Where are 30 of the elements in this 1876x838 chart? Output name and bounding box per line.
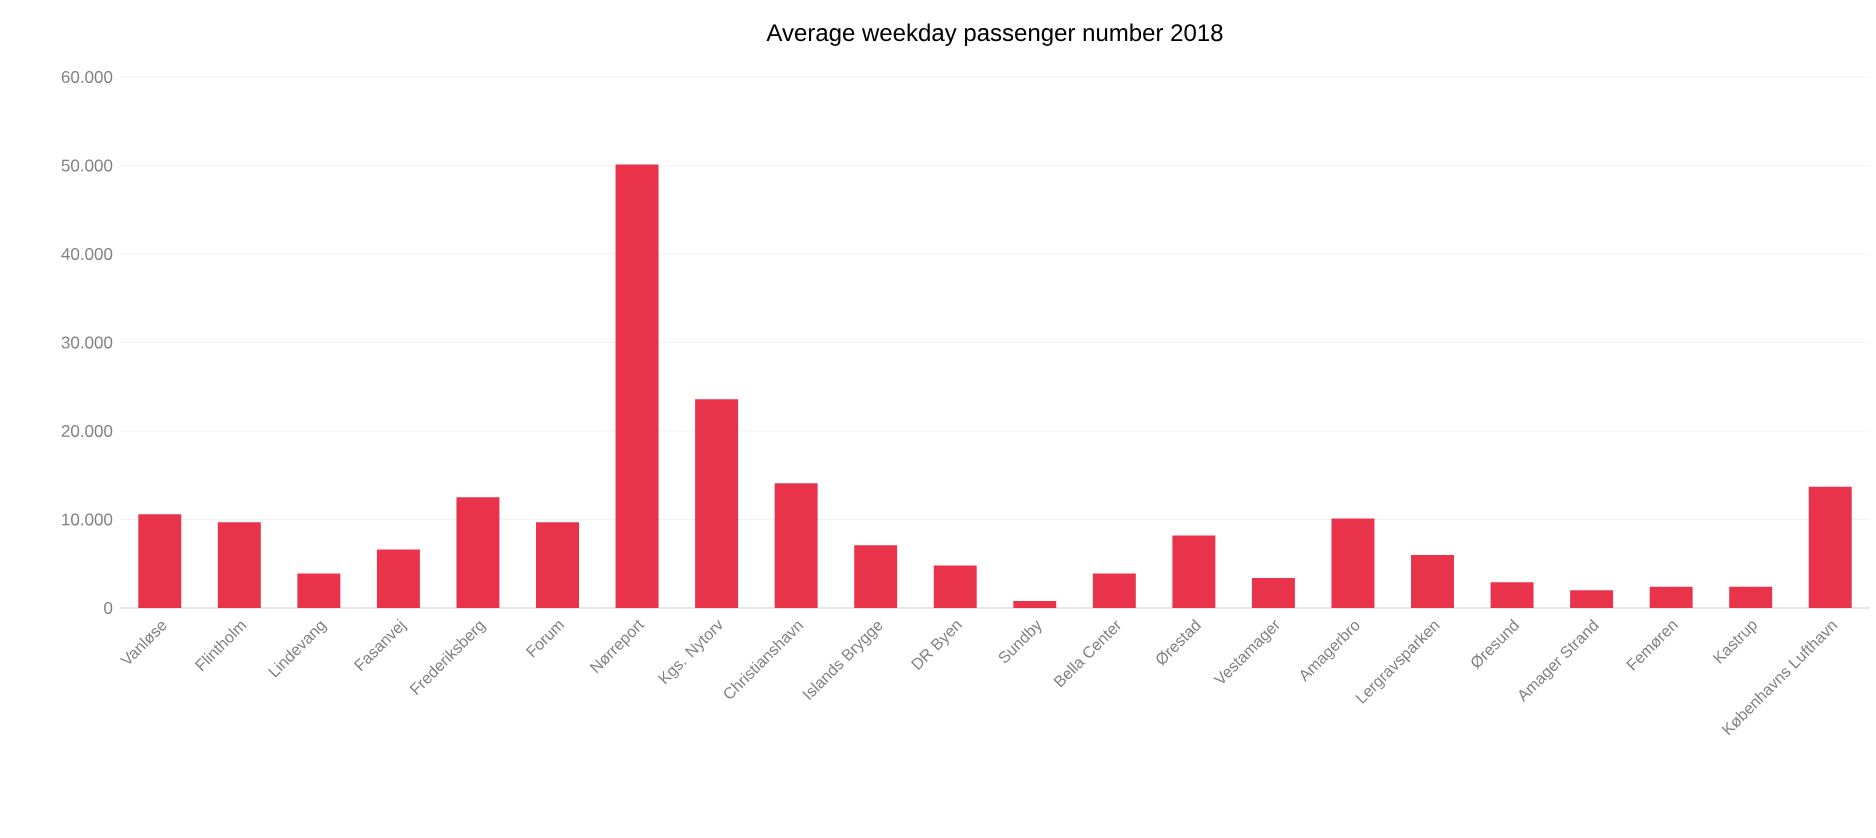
bar xyxy=(1570,590,1614,608)
y-tick-label: 20.000 xyxy=(61,424,113,437)
bar xyxy=(536,522,579,608)
y-tick-label: 50.000 xyxy=(61,159,113,172)
bar xyxy=(933,565,977,608)
bar xyxy=(1251,577,1295,608)
y-tick-label: 40.000 xyxy=(61,247,113,260)
bar xyxy=(695,399,739,608)
bar xyxy=(1808,486,1852,608)
y-tick-label: 0 xyxy=(104,601,113,614)
y-tick-label: 30.000 xyxy=(61,336,113,349)
bar xyxy=(1649,586,1693,608)
bar xyxy=(1411,554,1454,608)
chart-title: Average weekday passenger number 2018 xyxy=(766,23,1223,46)
bar xyxy=(1331,518,1375,608)
bar xyxy=(854,545,898,608)
bar xyxy=(1729,586,1773,608)
bar xyxy=(615,164,659,608)
bar xyxy=(1172,535,1216,608)
bar xyxy=(1092,573,1136,608)
bar xyxy=(376,549,420,608)
bar xyxy=(774,483,818,608)
bar xyxy=(1490,582,1534,608)
y-tick-label: 10.000 xyxy=(62,513,113,526)
bar xyxy=(138,514,182,608)
bar xyxy=(217,522,261,608)
bar xyxy=(297,573,341,608)
bar xyxy=(456,497,500,608)
y-tick-label: 60.000 xyxy=(61,70,113,83)
bar xyxy=(1013,600,1057,608)
